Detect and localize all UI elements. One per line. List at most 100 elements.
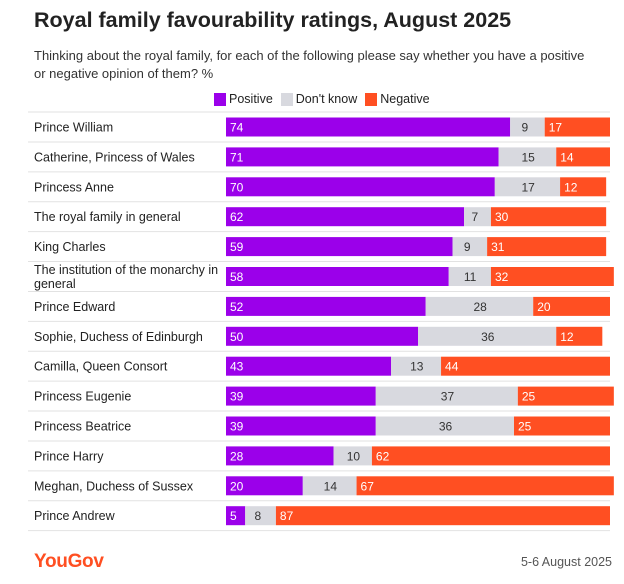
bar-negative-king-charles [487, 237, 607, 257]
value-label-don-t-know-prince-andrew: 8 [255, 509, 262, 523]
bar-don-t-know-princess-eugenie [375, 386, 518, 406]
value-label-positive-the-royal-family-in-general: 62 [230, 210, 244, 224]
row-label-princess-anne: Princess Anne [34, 180, 114, 194]
chart-title: Royal family favourability ratings, Augu… [34, 8, 512, 32]
bar-positive-prince-harry [226, 446, 334, 466]
value-label-don-t-know-the-institution-of-the-monarchy-in-general: 11 [464, 270, 477, 284]
value-label-positive-prince-andrew: 5 [230, 509, 237, 523]
value-label-negative-the-institution-of-the-monarchy-in-general: 32 [495, 270, 509, 284]
row-label-camilla-queen-consort: Camilla, Queen Consort [34, 360, 168, 374]
legend-swatch-positive [214, 92, 226, 106]
bar-don-t-know-catherine-princess-of-wales [498, 147, 557, 167]
value-label-positive-king-charles: 59 [230, 240, 244, 254]
value-label-don-t-know-king-charles: 9 [464, 240, 471, 254]
bar-positive-catherine-princess-of-wales [226, 147, 499, 167]
legend-item-dont-know: Don't know [280, 92, 358, 106]
row-label-the-institution-of-the-monarchy-in-general: The institution of the monarchy in genera… [34, 263, 218, 291]
value-label-positive-prince-william: 74 [230, 121, 244, 135]
value-label-positive-catherine-princess-of-wales: 71 [230, 150, 244, 164]
bar-negative-princess-beatrice [514, 416, 610, 436]
bar-positive-prince-edward [226, 296, 426, 316]
row-label-princess-beatrice: Princess Beatrice [34, 420, 131, 434]
bar-don-t-know-prince-edward [425, 296, 534, 316]
bar-don-t-know-prince-andrew [245, 506, 276, 526]
bar-don-t-know-king-charles [452, 237, 488, 257]
bar-positive-meghan-duchess-of-sussex [226, 476, 303, 496]
value-label-don-t-know-prince-edward: 28 [473, 300, 487, 314]
bar-positive-princess-eugenie [226, 386, 376, 406]
bar-don-t-know-prince-william [510, 117, 545, 137]
bar-negative-prince-andrew [275, 506, 610, 526]
bar-negative-catherine-princess-of-wales [556, 147, 610, 167]
value-label-negative-king-charles: 31 [491, 240, 505, 254]
bar-positive-prince-andrew [226, 506, 246, 526]
bar-negative-the-royal-family-in-general [490, 207, 607, 227]
legend-item-positive: Positive [214, 92, 273, 106]
bar-negative-prince-william [544, 117, 610, 137]
row-label-prince-harry: Prince Harry [34, 449, 104, 463]
row-label-sophie-duchess-of-edinburgh: Sophie, Duchess of Edinburgh [34, 330, 203, 344]
value-label-positive-princess-beatrice: 39 [230, 420, 244, 434]
value-label-negative-prince-andrew: 87 [280, 509, 294, 523]
bar-negative-princess-anne [560, 177, 607, 197]
value-label-don-t-know-meghan-duchess-of-sussex: 14 [324, 479, 338, 493]
row-label-prince-andrew: Prince Andrew [34, 509, 116, 523]
bar-don-t-know-the-royal-family-in-general [464, 207, 491, 227]
value-label-don-t-know-prince-william: 9 [521, 121, 528, 135]
value-label-negative-the-royal-family-in-general: 30 [495, 210, 509, 224]
row-label-princess-eugenie: Princess Eugenie [34, 390, 131, 404]
bar-don-t-know-sophie-duchess-of-edinburgh [418, 326, 557, 346]
value-label-negative-prince-william: 17 [549, 121, 563, 135]
bar-don-t-know-camilla-queen-consort [391, 356, 442, 376]
bar-negative-camilla-queen-consort [441, 356, 610, 376]
value-label-positive-camilla-queen-consort: 43 [230, 360, 244, 374]
legend-label-dont-know: Don't know [295, 92, 358, 106]
value-label-positive-meghan-duchess-of-sussex: 20 [230, 479, 244, 493]
value-label-negative-prince-harry: 62 [376, 449, 390, 463]
value-label-negative-princess-eugenie: 25 [522, 390, 536, 404]
value-label-don-t-know-catherine-princess-of-wales: 15 [521, 150, 535, 164]
legend-swatch-dont-know [280, 92, 293, 106]
value-label-negative-princess-anne: 12 [564, 180, 578, 194]
value-label-positive-sophie-duchess-of-edinburgh: 50 [230, 330, 244, 344]
value-label-positive-the-institution-of-the-monarchy-in-general: 58 [230, 270, 244, 284]
value-label-positive-prince-edward: 52 [230, 300, 244, 314]
value-label-negative-camilla-queen-consort: 44 [445, 360, 459, 374]
row-label-the-royal-family-in-general: The royal family in general [34, 210, 181, 224]
bar-negative-sophie-duchess-of-edinburgh [556, 326, 603, 346]
legend: Positive Don't know Negative [214, 92, 438, 106]
row-label-prince-edward: Prince Edward [34, 300, 115, 314]
value-label-positive-princess-eugenie: 39 [230, 390, 244, 404]
bar-negative-meghan-duchess-of-sussex [356, 476, 614, 496]
bar-don-t-know-princess-anne [494, 177, 561, 197]
bar-positive-princess-anne [226, 177, 495, 197]
value-label-negative-prince-edward: 20 [537, 300, 551, 314]
bar-negative-the-institution-of-the-monarchy-in-general [490, 267, 614, 286]
bar-positive-the-royal-family-in-general [226, 207, 465, 227]
value-label-positive-prince-harry: 28 [230, 449, 244, 463]
legend-label-positive: Positive [229, 92, 273, 106]
bar-positive-sophie-duchess-of-edinburgh [226, 326, 418, 346]
bar-don-t-know-meghan-duchess-of-sussex [302, 476, 357, 496]
bar-don-t-know-the-institution-of-the-monarchy-in-general [448, 267, 491, 286]
legend-swatch-negative [365, 92, 378, 106]
bar-positive-the-institution-of-the-monarchy-in-general [226, 267, 449, 286]
value-label-don-t-know-camilla-queen-consort: 13 [410, 360, 424, 374]
bar-negative-prince-edward [533, 296, 610, 316]
bar-negative-princess-eugenie [517, 386, 614, 406]
legend-item-negative: Negative [365, 92, 430, 106]
value-label-negative-sophie-duchess-of-edinburgh: 12 [560, 330, 574, 344]
value-label-negative-meghan-duchess-of-sussex: 67 [361, 479, 375, 493]
row-label-king-charles: King Charles [34, 240, 106, 254]
bar-positive-princess-beatrice [226, 416, 376, 436]
legend-label-negative: Negative [380, 92, 430, 106]
value-label-don-t-know-princess-beatrice: 36 [439, 420, 453, 434]
value-label-don-t-know-prince-harry: 10 [347, 449, 361, 463]
value-label-don-t-know-sophie-duchess-of-edinburgh: 36 [481, 330, 495, 344]
bar-positive-king-charles [226, 237, 453, 257]
value-label-don-t-know-the-royal-family-in-general: 7 [472, 210, 479, 224]
bar-positive-camilla-queen-consort [226, 356, 392, 376]
value-label-don-t-know-princess-anne: 17 [521, 180, 535, 194]
value-label-don-t-know-princess-eugenie: 37 [441, 390, 455, 404]
